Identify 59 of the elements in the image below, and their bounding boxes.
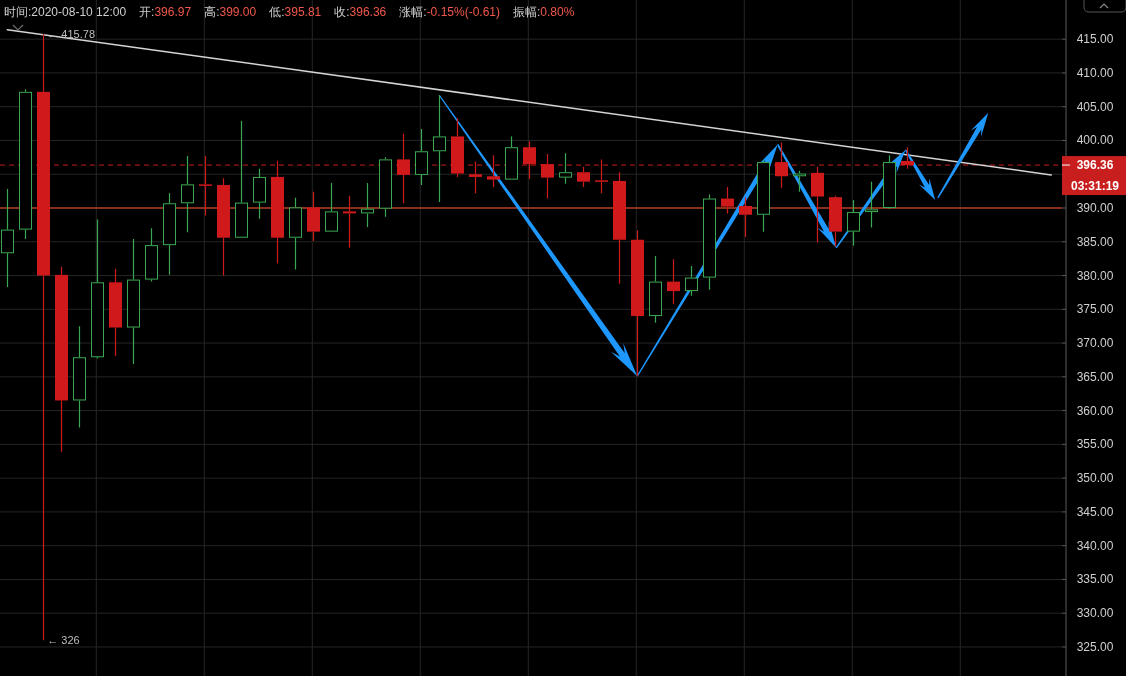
- candlestick: [163, 192, 176, 276]
- y-tick-label: 375.00: [1076, 302, 1114, 317]
- y-tick-label: 400.00: [1076, 133, 1114, 148]
- text: 03:31:19: [1070, 179, 1120, 194]
- candlestick: [253, 168, 266, 220]
- candlestick: [217, 177, 230, 277]
- annotation: 高:399.00: [204, 5, 257, 19]
- annotation: 收:396.36: [334, 5, 387, 19]
- candlestick: [55, 266, 68, 453]
- y-tick-label: 355.00: [1076, 437, 1114, 452]
- annotation: 涨幅:-0.15%(-0.61): [399, 5, 500, 19]
- candlestick: [433, 94, 446, 203]
- y-tick-label: 350.00: [1076, 471, 1114, 486]
- candlestick: [325, 182, 338, 232]
- candlestick: [721, 186, 734, 214]
- y-tick-label: 335.00: [1076, 572, 1114, 587]
- y-tick-label: 385.00: [1076, 234, 1114, 249]
- annotation: 低:395.81: [269, 5, 322, 19]
- y-tick-label: 415.00: [1076, 32, 1114, 47]
- y-tick-label: 345.00: [1076, 504, 1114, 519]
- ref-line-label: 396.36: [1076, 158, 1114, 173]
- candlestick: [667, 258, 680, 305]
- candlestick: [631, 229, 644, 377]
- y-tick-label: 340.00: [1076, 538, 1114, 553]
- candlestick: [847, 199, 860, 247]
- y-tick-label: 360.00: [1076, 403, 1114, 418]
- y-tick-label: 325.00: [1076, 639, 1114, 654]
- y-tick-label: 405.00: [1076, 99, 1114, 114]
- candlestick: [91, 218, 104, 358]
- annotation: ← 415.78: [47, 27, 95, 40]
- candlestick: [559, 152, 572, 185]
- annotation: 时间:2020-08-10 12:00: [4, 5, 127, 19]
- candlestick: [307, 191, 320, 242]
- candlestick: [739, 196, 752, 238]
- candlestick: [145, 227, 158, 283]
- candlestick: [1, 188, 14, 288]
- candlestick: [649, 255, 662, 324]
- annotation: 开:396.97: [139, 5, 192, 19]
- candlestick: [793, 170, 806, 193]
- candlestick: [181, 155, 194, 233]
- y-tick-label: 380.00: [1076, 268, 1114, 283]
- y-tick-label: 330.00: [1076, 606, 1114, 621]
- y-tick-label: 370.00: [1076, 336, 1114, 351]
- candlestick: [127, 238, 140, 365]
- candlestick: [73, 325, 86, 429]
- candlestick: [235, 120, 248, 238]
- candlestick: [811, 166, 824, 244]
- candlestick: [613, 171, 626, 285]
- candlestick: [343, 195, 356, 249]
- y-tick-label: 365.00: [1076, 369, 1114, 384]
- y-tick-label: 410.00: [1076, 65, 1114, 80]
- candlestick: [361, 182, 374, 228]
- y-tick-label: 390.00: [1076, 201, 1114, 215]
- annotation: 振幅:0.80%: [513, 5, 575, 19]
- candlestick: [109, 268, 122, 357]
- candlestick: [415, 128, 428, 186]
- candlestick: [289, 197, 302, 271]
- candlestick: [865, 181, 878, 229]
- annotation: ← 326: [47, 634, 80, 647]
